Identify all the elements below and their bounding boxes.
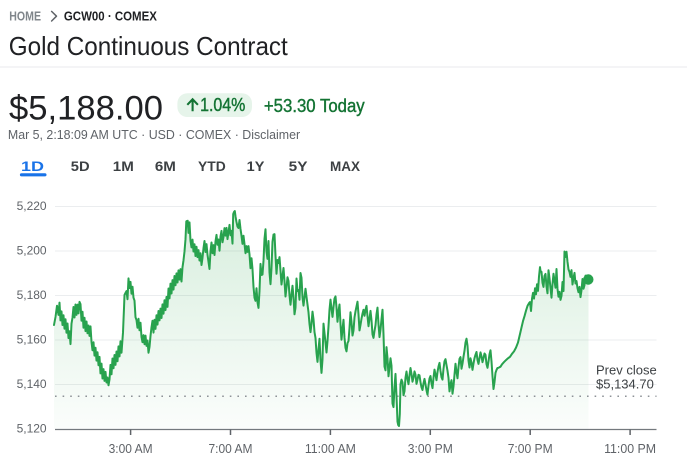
svg-text:5,220: 5,220 <box>17 199 47 213</box>
svg-text:YTD: YTD <box>198 158 226 174</box>
svg-text:+53.30 Today: +53.30 Today <box>264 96 365 116</box>
svg-text:5,180: 5,180 <box>17 288 47 302</box>
svg-text:1.04%: 1.04% <box>200 95 245 115</box>
svg-text:HOME: HOME <box>9 9 41 24</box>
svg-text:5,140: 5,140 <box>17 377 47 391</box>
svg-text:1M: 1M <box>113 158 134 174</box>
svg-text:5Y: 5Y <box>289 158 309 174</box>
svg-text:1Y: 1Y <box>247 158 265 174</box>
svg-text:Mar 5, 2:18:09 AM UTC · USD ·: Mar 5, 2:18:09 AM UTC · USD · COMEX · Di… <box>8 127 301 142</box>
svg-text:3:00 AM: 3:00 AM <box>109 441 153 456</box>
svg-text:7:00 AM: 7:00 AM <box>209 441 253 456</box>
svg-text:3:00 PM: 3:00 PM <box>408 441 453 456</box>
svg-text:6M: 6M <box>155 158 176 174</box>
svg-text:$5,188.00: $5,188.00 <box>9 90 163 128</box>
svg-text:7:00 PM: 7:00 PM <box>508 441 553 456</box>
svg-text:5D: 5D <box>71 158 90 174</box>
svg-text:11:00 PM: 11:00 PM <box>604 441 656 456</box>
svg-text:Gold Continuous Contract: Gold Continuous Contract <box>9 31 289 61</box>
svg-text:Prev close: Prev close <box>596 363 657 378</box>
svg-text:1D: 1D <box>21 158 44 174</box>
svg-text:11:00 AM: 11:00 AM <box>305 441 356 456</box>
svg-text:GCW00 · COMEX: GCW00 · COMEX <box>64 9 157 24</box>
svg-text:$5,134.70: $5,134.70 <box>596 377 654 392</box>
svg-text:5,120: 5,120 <box>17 421 47 435</box>
svg-text:5,160: 5,160 <box>17 332 47 346</box>
svg-text:5,200: 5,200 <box>17 243 47 257</box>
svg-text:MAX: MAX <box>330 158 361 174</box>
